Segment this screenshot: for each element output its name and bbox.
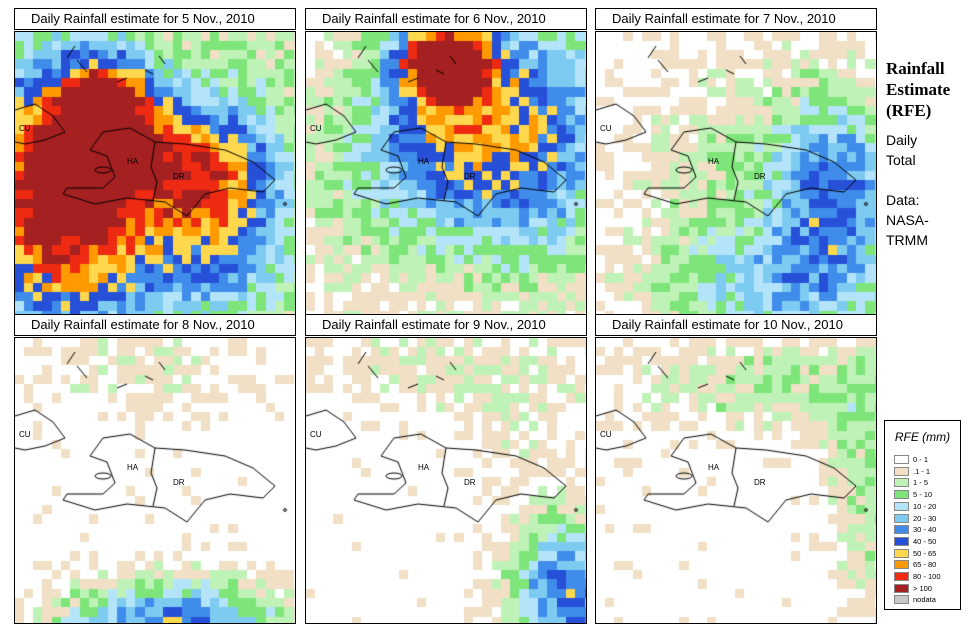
country-label-dr: DR [173,478,185,487]
data-source-label: Data: NASA- TRMM [886,192,929,248]
legend-item: 20 - 30 [894,513,937,524]
country-label-ha: HA [708,157,720,166]
panel-title: Daily Rainfall estimate for 9 Nov., 2010 [305,314,587,336]
rainfall-map: CU HA DR [595,337,877,624]
rainfall-panel-6: Daily Rainfall estimate for 10 Nov., 201… [595,314,877,624]
rainfall-panel-4: Daily Rainfall estimate for 8 Nov., 2010… [14,314,296,624]
legend-swatch [894,455,909,464]
legend-label: 50 - 65 [913,548,937,558]
rainfall-grid [596,338,876,623]
legend-swatch [894,536,909,546]
country-label-ha: HA [127,463,139,472]
legend-label: 40 - 50 [913,536,937,546]
legend-label: 20 - 30 [913,513,937,523]
rainfall-map: CU HA DR [595,31,877,318]
legend-swatch [894,490,909,500]
rainfall-map: CU HA DR [14,31,296,318]
legend-label: 1 - 5 [913,478,929,488]
legend-item: 5 - 10 [894,490,932,500]
legend-label: > 100 [913,583,932,593]
legend-swatch [894,583,909,593]
rainfall-map: CU HA DR [305,337,587,624]
legend-label: 65 - 80 [913,560,937,570]
rfe-title: Rainfall Estimate (RFE) [886,59,951,120]
rainfall-grid [306,338,586,623]
legend-item: nodata [894,595,936,605]
legend-swatch [894,560,909,570]
legend-item: 1 - 5 [894,478,928,488]
panel-title: Daily Rainfall estimate for 6 Nov., 2010 [305,8,587,30]
legend-label: 30 - 40 [913,525,937,535]
rfe-legend: RFE (mm) 0 - 1 .1 - 1 1 - 5 5 - 10 10 - 20 20… [884,420,961,610]
legend-label: 80 - 100 [913,572,941,581]
legend-title: RFE (mm) [894,430,951,444]
legend-label: nodata [913,595,936,605]
country-label-cu: CU [310,430,322,439]
legend-swatch [894,501,909,511]
country-label-dr: DR [754,478,766,487]
country-label-ha: HA [708,463,720,472]
rainfall-grid [15,338,295,623]
country-label-ha: HA [127,157,139,166]
country-label-ha: HA [418,157,430,166]
country-label-cu: CU [19,124,31,133]
rainfall-panel-5: Daily Rainfall estimate for 9 Nov., 2010… [305,314,587,624]
legend-swatch [894,595,909,605]
rainfall-map: CU HA DR [14,337,296,624]
panel-title: Daily Rainfall estimate for 8 Nov., 2010 [14,314,296,336]
legend-label: 5 - 10 [913,490,933,500]
panel-title: Daily Rainfall estimate for 7 Nov., 2010 [595,8,877,30]
legend-item: 40 - 50 [894,536,937,547]
legend-swatch [894,548,909,558]
country-label-ha: HA [418,463,430,472]
legend-item: .1 - 1 [894,466,931,477]
legend-swatch [894,525,909,535]
legend-item: 0 - 1 [894,455,928,465]
rainfall-grid [596,32,876,317]
rainfall-panel-2: Daily Rainfall estimate for 6 Nov., 2010… [305,8,587,318]
country-label-dr: DR [754,172,766,181]
legend-item: 10 - 20 [894,501,937,512]
country-label-dr: DR [464,478,476,487]
country-label-dr: DR [173,172,185,181]
rainfall-grid [15,32,295,317]
legend-label: 10 - 20 [913,501,937,511]
country-label-dr: DR [464,172,476,181]
legend-item: 50 - 65 [894,548,937,559]
daily-total-label: Daily Total [886,132,918,168]
rainfall-panel-1: Daily Rainfall estimate for 5 Nov., 2010… [14,8,296,318]
legend-label: .1 - 1 [913,466,931,476]
rainfall-panel-3: Daily Rainfall estimate for 7 Nov., 2010… [595,8,877,318]
rainfall-map: CU HA DR [305,31,587,318]
legend-item: 30 - 40 [894,525,936,535]
legend-swatch [894,572,909,581]
country-label-cu: CU [310,124,322,133]
legend-item: > 100 [894,583,932,594]
legend-swatch [894,478,909,488]
legend-swatch [894,466,909,476]
country-label-cu: CU [600,430,612,439]
legend-label: 0 - 1 [913,455,929,464]
rainfall-grid [306,32,586,317]
country-label-cu: CU [19,430,31,439]
panel-title: Daily Rainfall estimate for 5 Nov., 2010 [14,8,296,30]
legend-swatch [894,513,909,523]
country-label-cu: CU [600,124,612,133]
panel-title: Daily Rainfall estimate for 10 Nov., 201… [595,314,877,336]
legend-item: 65 - 80 [894,560,936,570]
legend-item: 80 - 100 [894,572,941,582]
